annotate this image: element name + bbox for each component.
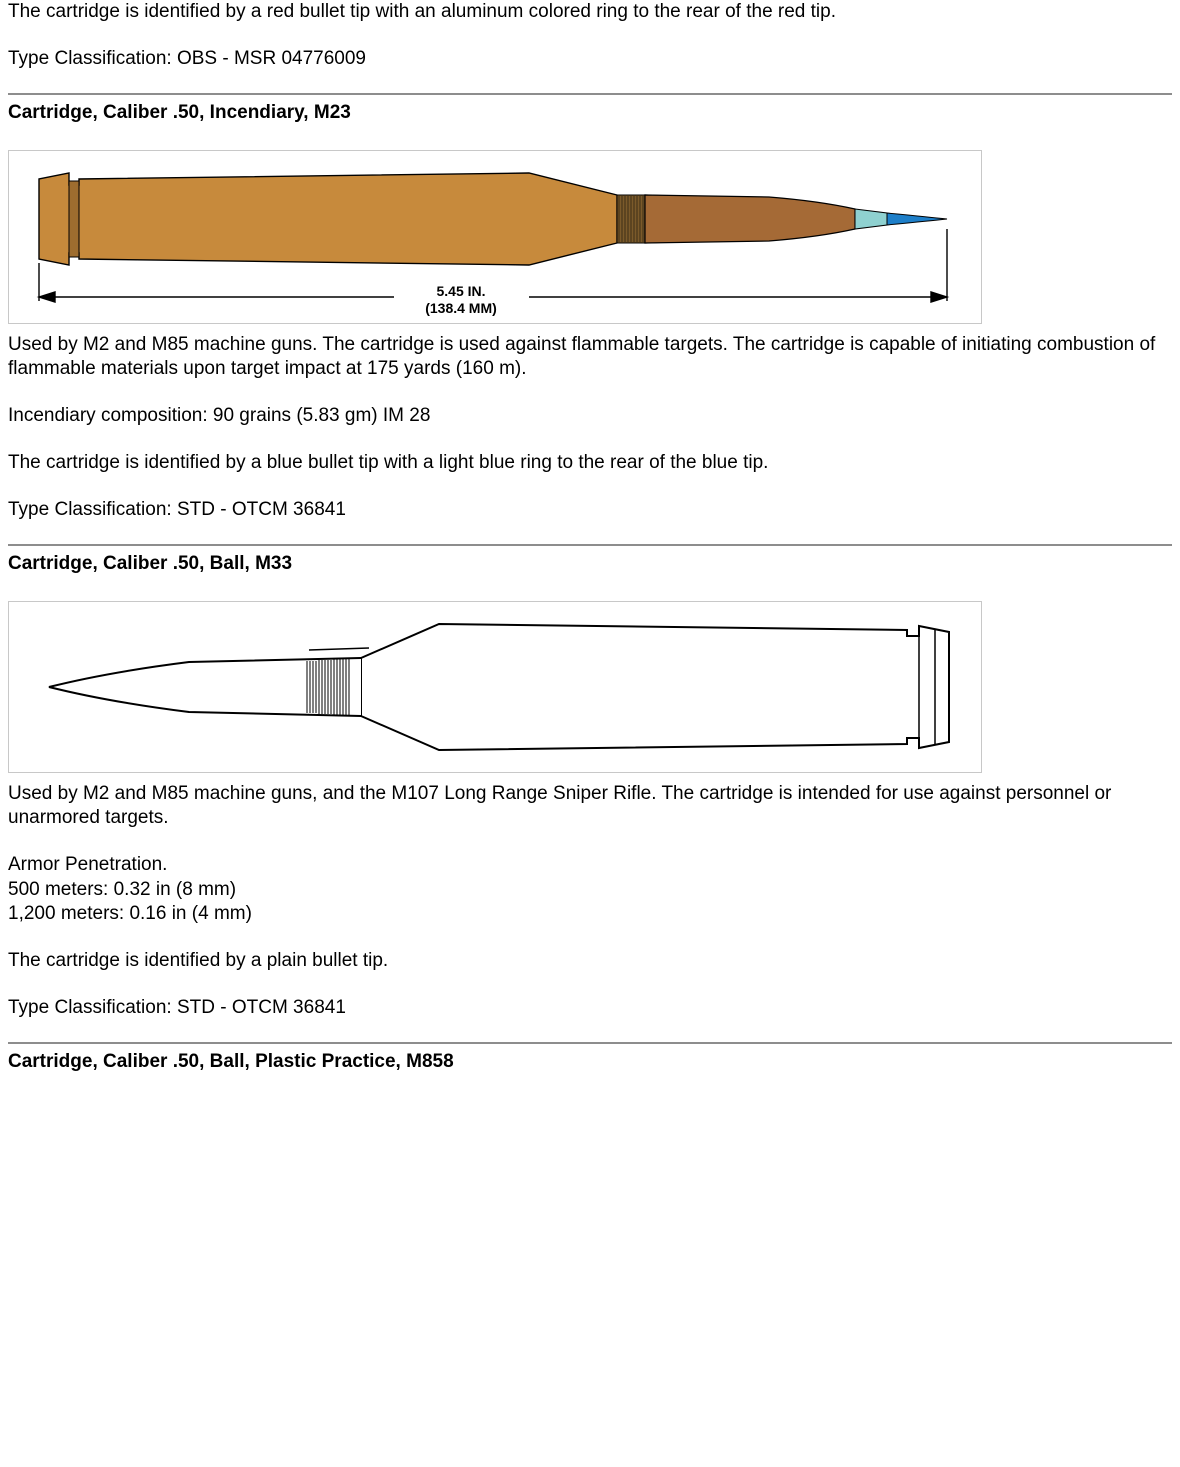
m33-classification: Type Classification: STD - OTCM 36841 (8, 996, 1172, 1021)
bullet-tip (887, 213, 947, 225)
document-page: The cartridge is identified by a red bul… (0, 0, 1180, 1131)
m33-armor-500: 500 meters: 0.32 in (8 mm) (8, 879, 236, 900)
figure-m33 (8, 601, 982, 773)
m33-desc: Used by M2 and M85 machine guns, and the… (8, 782, 1172, 831)
cartridge-m33-svg (9, 602, 981, 772)
m33-armor-1200: 1,200 meters: 0.16 in (4 mm) (8, 903, 252, 924)
section-divider (8, 93, 1172, 95)
case-body (39, 173, 617, 265)
intro-identification: The cartridge is identified by a red bul… (8, 0, 1172, 25)
dim-label-2: (138.4 MM) (425, 300, 497, 316)
bullet-ring (855, 209, 887, 229)
bullet-body-main (645, 195, 855, 243)
m33-identification: The cartridge is identified by a plain b… (8, 949, 1172, 974)
m33-armor: Armor Penetration. 500 meters: 0.32 in (… (8, 853, 1172, 927)
m33-cannelure (307, 658, 349, 716)
heading-m858: Cartridge, Caliber .50, Ball, Plastic Pr… (8, 1050, 1172, 1075)
m23-identification: The cartridge is identified by a blue bu… (8, 451, 1172, 476)
m23-classification: Type Classification: STD - OTCM 36841 (8, 498, 1172, 523)
m33-outline (49, 624, 949, 750)
heading-m23: Cartridge, Caliber .50, Incendiary, M23 (8, 101, 1172, 126)
figure-m23: 5.45 IN. (138.4 MM) (8, 150, 982, 324)
intro-classification: Type Classification: OBS - MSR 04776009 (8, 47, 1172, 72)
section-divider (8, 1042, 1172, 1044)
m33-armor-title: Armor Penetration. (8, 854, 167, 875)
m23-composition: Incendiary composition: 90 grains (5.83 … (8, 404, 1172, 429)
m33-detail-line (309, 648, 369, 650)
cartridge-m23-svg: 5.45 IN. (138.4 MM) (9, 151, 981, 323)
m23-desc: Used by M2 and M85 machine guns. The car… (8, 333, 1172, 382)
dim-label-1: 5.45 IN. (436, 283, 485, 299)
heading-m33: Cartridge, Caliber .50, Ball, M33 (8, 552, 1172, 577)
rim-groove (69, 181, 79, 257)
section-divider (8, 544, 1172, 546)
